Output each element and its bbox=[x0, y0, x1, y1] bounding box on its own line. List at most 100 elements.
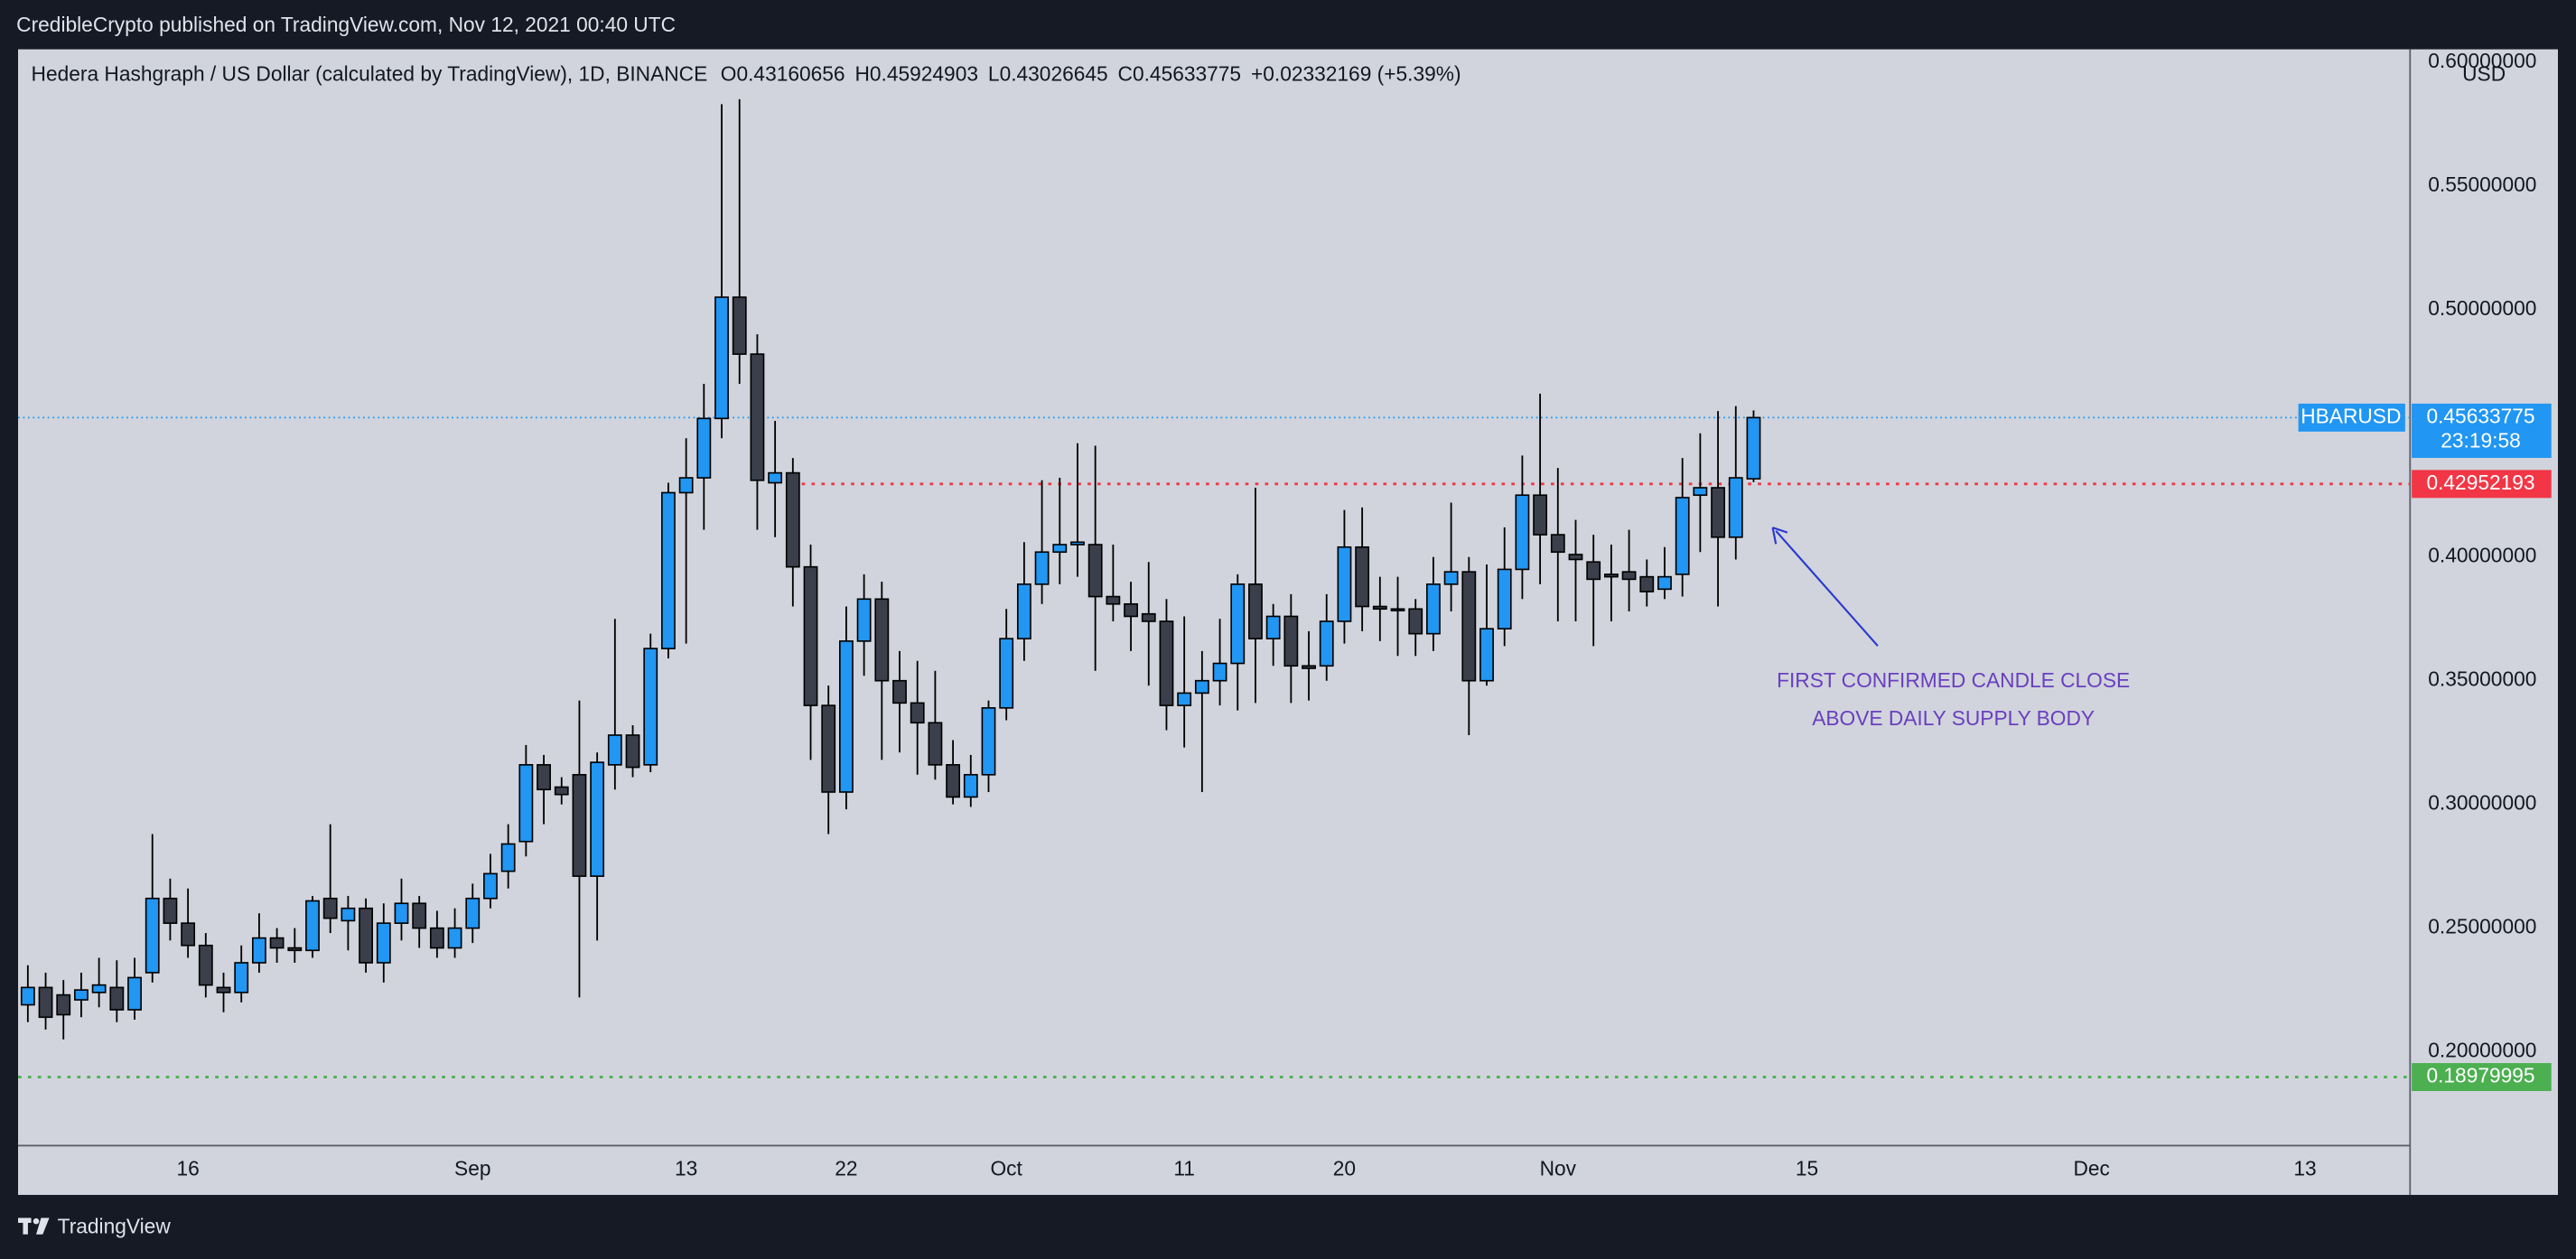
x-tick-label: 20 bbox=[1333, 1157, 1356, 1180]
annotation-arrowhead bbox=[1771, 527, 1788, 545]
candle-body bbox=[1711, 487, 1725, 538]
candle-body bbox=[785, 471, 800, 568]
y-tick-label: 0.25000000 bbox=[2428, 915, 2536, 938]
publisher: CredibleCrypto published on TradingView.… bbox=[16, 13, 676, 36]
candle-body bbox=[1533, 494, 1548, 536]
candle-body bbox=[1657, 575, 1672, 591]
symbol-tag: HBARUSD bbox=[2301, 404, 2401, 427]
candle-body bbox=[1159, 620, 1174, 706]
legend: Hedera Hashgraph / US Dollar (calculated… bbox=[32, 62, 1461, 86]
candle-body bbox=[1693, 487, 1708, 497]
legend-label: H bbox=[854, 62, 869, 86]
y-tick-label: 0.35000000 bbox=[2428, 667, 2536, 691]
candle-body bbox=[1461, 571, 1477, 682]
candle-body bbox=[465, 897, 481, 929]
candle-body bbox=[56, 993, 71, 1016]
x-tick-label: Sep bbox=[454, 1157, 490, 1180]
candle-body bbox=[1426, 583, 1441, 635]
candle-body bbox=[1408, 608, 1423, 635]
candle-body bbox=[394, 902, 409, 924]
candle-body bbox=[518, 764, 534, 843]
annotation: FIRST CONFIRMED CANDLE CLOSE bbox=[1777, 668, 2130, 692]
x-tick-label: 16 bbox=[176, 1157, 199, 1180]
candle-body bbox=[1497, 568, 1512, 630]
candle-body bbox=[1728, 477, 1743, 538]
legend-label: C bbox=[1118, 62, 1133, 86]
candle-body bbox=[341, 907, 356, 922]
candle-body bbox=[1265, 615, 1281, 639]
candle-body bbox=[38, 986, 53, 1019]
candle-body bbox=[234, 962, 249, 993]
candle-body bbox=[1372, 605, 1387, 611]
candle-body bbox=[1337, 546, 1352, 622]
candle-body bbox=[251, 937, 266, 964]
candle-body bbox=[1479, 628, 1494, 682]
candle-body bbox=[1319, 620, 1334, 667]
candle-body bbox=[145, 897, 160, 974]
candle-body bbox=[1070, 541, 1085, 546]
brand: TradingView bbox=[58, 1214, 172, 1237]
legend-value: 0.45924903 bbox=[870, 62, 978, 86]
candle-body bbox=[1283, 615, 1299, 667]
candle-body bbox=[74, 989, 89, 1001]
symbol-tag-box bbox=[2298, 403, 2405, 432]
legend-label: O bbox=[721, 62, 737, 86]
x-tick-label: Dec bbox=[2074, 1157, 2110, 1180]
x-tick-label: Nov bbox=[1540, 1157, 1577, 1180]
level-label-box bbox=[2412, 1063, 2552, 1092]
candle-body bbox=[1230, 583, 1246, 665]
candle-body bbox=[1302, 665, 1316, 669]
x-tick-label: 15 bbox=[1796, 1157, 1818, 1180]
annotation: ABOVE DAILY SUPPLY BODY bbox=[1812, 706, 2095, 730]
y-tick-label: 0.40000000 bbox=[2428, 544, 2536, 567]
candle-body bbox=[1106, 595, 1121, 605]
candle-body bbox=[946, 764, 961, 798]
candle-body bbox=[1443, 571, 1459, 585]
candle-body bbox=[1603, 574, 1619, 578]
candle-body bbox=[163, 897, 178, 924]
x-tick-label: 11 bbox=[1173, 1157, 1195, 1180]
candle-body bbox=[322, 897, 338, 919]
candle-body bbox=[1248, 583, 1263, 639]
candle-body bbox=[643, 648, 658, 766]
legend-value: 0.43026645 bbox=[1000, 62, 1108, 86]
candle-body bbox=[412, 902, 427, 929]
candle-body bbox=[1568, 554, 1583, 561]
candle-body bbox=[750, 353, 765, 481]
candle-body bbox=[910, 702, 925, 724]
y-tick-label: 0.30000000 bbox=[2428, 791, 2536, 815]
candle-body bbox=[1621, 571, 1637, 581]
candle-body bbox=[1550, 534, 1565, 554]
legend-value: 0.45633775 bbox=[1133, 62, 1241, 86]
level-label: 0.42952193 bbox=[2426, 471, 2534, 494]
candle-body bbox=[1141, 612, 1156, 622]
candle-body bbox=[768, 471, 783, 484]
annotation-arrow bbox=[1775, 530, 1879, 647]
x-tick-label: 13 bbox=[2293, 1157, 2316, 1180]
candle-body bbox=[1515, 494, 1530, 571]
legend-label: L bbox=[988, 62, 1000, 86]
y-tick-label: 0.60000000 bbox=[2428, 49, 2536, 72]
candle-body bbox=[1390, 608, 1405, 611]
candle-body bbox=[661, 491, 676, 649]
candle-body bbox=[803, 565, 818, 706]
candle-body bbox=[590, 761, 605, 877]
x-tick-label: Oct bbox=[991, 1157, 1023, 1180]
logo-shape bbox=[36, 1217, 50, 1235]
candle-body bbox=[376, 922, 391, 964]
y-tick-label: 0.20000000 bbox=[2428, 1039, 2536, 1062]
candle-body bbox=[839, 640, 854, 793]
candle-body bbox=[1212, 662, 1227, 682]
candle-body bbox=[269, 937, 285, 949]
y-tick-label: 0.55000000 bbox=[2428, 173, 2536, 196]
candle-body bbox=[1087, 544, 1103, 598]
candle-body bbox=[537, 764, 551, 791]
legend-title: Hedera Hashgraph / US Dollar (calculated… bbox=[32, 62, 708, 86]
candle-body bbox=[305, 900, 320, 952]
countdown: 23:19:58 bbox=[2441, 429, 2520, 452]
candle-body bbox=[359, 907, 373, 964]
candle-body bbox=[732, 296, 747, 355]
x-tick-label: 13 bbox=[675, 1157, 697, 1180]
